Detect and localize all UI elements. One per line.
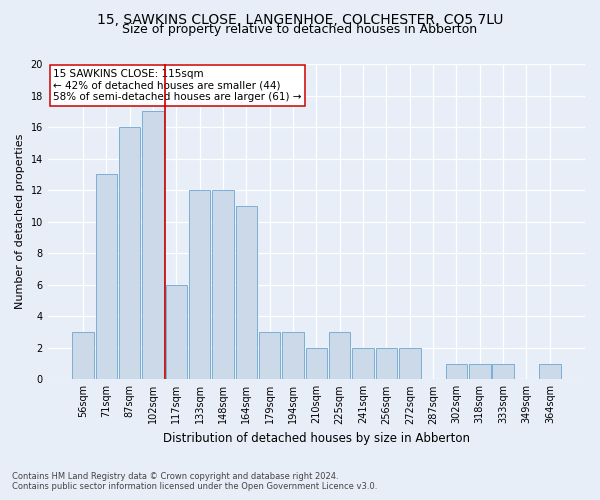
Bar (539, 364, 560, 380)
Bar (352, 348, 374, 380)
Text: 15, SAWKINS CLOSE, LANGENHOE, COLCHESTER, CO5 7LU: 15, SAWKINS CLOSE, LANGENHOE, COLCHESTER… (97, 12, 503, 26)
Bar (166, 284, 187, 380)
Bar (95, 174, 117, 380)
Bar (236, 206, 257, 380)
Bar (329, 332, 350, 380)
Bar (446, 364, 467, 380)
Bar (399, 348, 421, 380)
Bar (119, 127, 140, 380)
Text: Size of property relative to detached houses in Abberton: Size of property relative to detached ho… (122, 23, 478, 36)
Bar (283, 332, 304, 380)
Bar (376, 348, 397, 380)
Text: Contains public sector information licensed under the Open Government Licence v3: Contains public sector information licen… (12, 482, 377, 491)
Text: 15 SAWKINS CLOSE: 115sqm
← 42% of detached houses are smaller (44)
58% of semi-d: 15 SAWKINS CLOSE: 115sqm ← 42% of detach… (53, 68, 302, 102)
Bar (305, 348, 327, 380)
Bar (212, 190, 234, 380)
Bar (72, 332, 94, 380)
Y-axis label: Number of detached properties: Number of detached properties (15, 134, 25, 310)
Bar (493, 364, 514, 380)
Text: Contains HM Land Registry data © Crown copyright and database right 2024.: Contains HM Land Registry data © Crown c… (12, 472, 338, 481)
Bar (142, 112, 164, 380)
Bar (469, 364, 491, 380)
Bar (259, 332, 280, 380)
X-axis label: Distribution of detached houses by size in Abberton: Distribution of detached houses by size … (163, 432, 470, 445)
Bar (189, 190, 211, 380)
